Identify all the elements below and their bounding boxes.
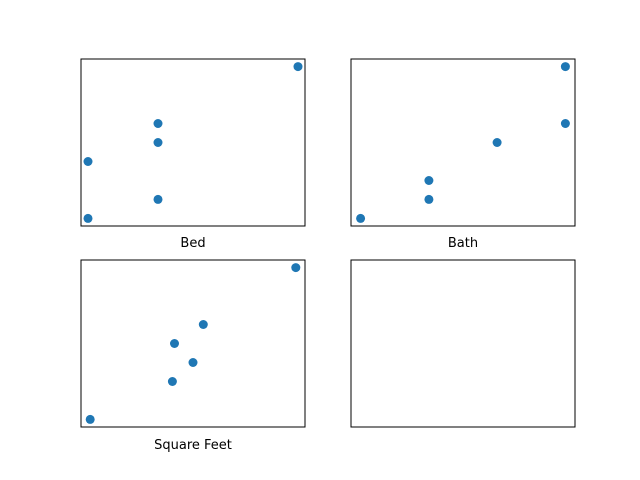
point-square-feet-2: [170, 339, 179, 348]
points-square-feet: [85, 263, 301, 424]
subplot-bath: Bath: [350, 58, 576, 251]
point-bed-2: [153, 194, 163, 204]
axes-frame-square-feet: [80, 259, 306, 428]
subplot-square-feet: Square Feet: [80, 259, 306, 453]
subplot-bed: Bed: [80, 58, 306, 251]
point-square-feet-3: [188, 358, 198, 367]
subplot-empty: [350, 259, 576, 428]
point-bath-2: [424, 176, 434, 185]
point-bath-5: [560, 62, 570, 72]
point-bath-1: [424, 194, 434, 204]
point-bath-0: [356, 213, 366, 223]
x-axis-label-square-feet: Square Feet: [154, 438, 232, 453]
x-axis-label-bath: Bath: [448, 236, 478, 251]
point-square-feet-5: [291, 263, 301, 273]
point-square-feet-1: [167, 377, 177, 386]
point-bed-1: [83, 157, 93, 166]
x-axis-label-bed: Bed: [180, 236, 205, 251]
point-bed-3: [153, 138, 163, 147]
axes-frame-bed: [80, 58, 306, 227]
point-bed-0: [83, 213, 93, 223]
point-bath-3: [492, 138, 502, 147]
axes-frame-empty: [350, 259, 576, 428]
point-bed-5: [293, 62, 303, 72]
points-bath: [356, 62, 570, 223]
axes-frame-bath: [350, 58, 576, 227]
points-bed: [83, 62, 303, 223]
point-square-feet-4: [198, 320, 208, 329]
point-square-feet-0: [85, 414, 95, 424]
point-bed-4: [153, 119, 163, 128]
point-bath-4: [560, 119, 570, 128]
